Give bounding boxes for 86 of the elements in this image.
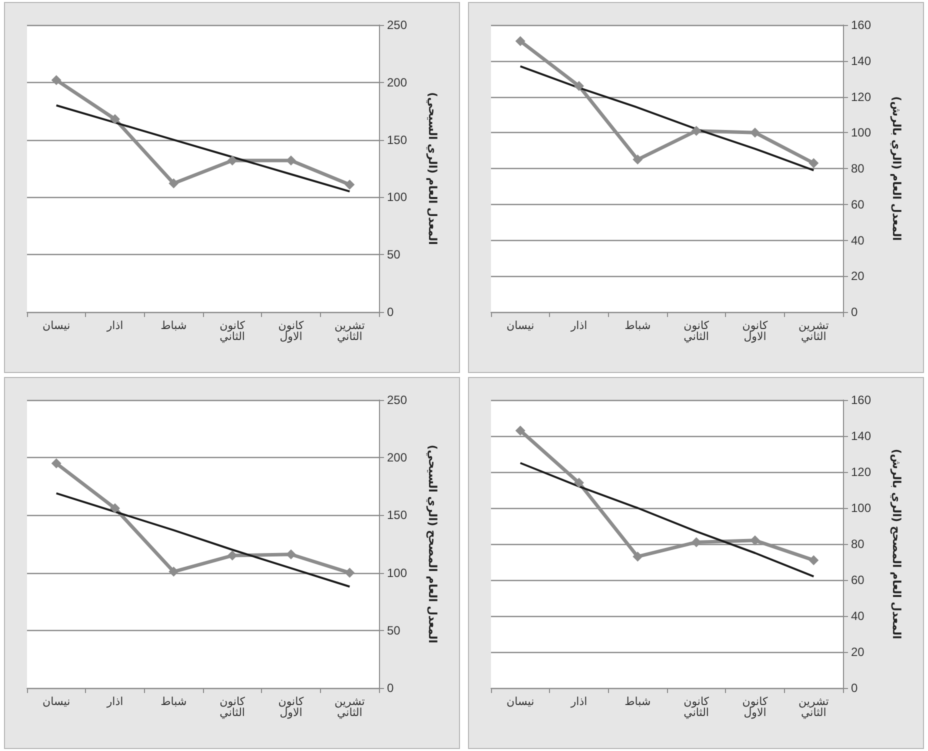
- y-tick-label: 160: [851, 18, 872, 32]
- x-tick-label: كانون الاول: [278, 695, 304, 719]
- point: [632, 552, 643, 562]
- x-tick-label: اذار: [106, 319, 124, 332]
- point: [344, 180, 355, 190]
- y-tick-label: 100: [387, 566, 408, 580]
- y-tick-label: 150: [387, 508, 408, 522]
- x-tick-label: كانون الثاني: [684, 695, 710, 719]
- y-tick-label: 50: [387, 248, 401, 262]
- line-series: [55, 492, 351, 588]
- point: [286, 155, 296, 166]
- y-axis-title: المعدل العام (الري السيحي): [426, 92, 439, 245]
- x-tick-label: نيسان: [506, 695, 534, 708]
- x-tick-label: تشرين الثاني: [334, 319, 365, 343]
- point: [168, 566, 179, 577]
- y-tick-label: 80: [851, 537, 865, 551]
- line-series: [519, 65, 815, 172]
- point: [286, 549, 296, 560]
- y-tick-label: 100: [851, 126, 872, 140]
- y-tick-label: 100: [387, 190, 408, 204]
- x-tick-label: شباط: [160, 319, 187, 332]
- y-axis-title: المعدل العام المصحح (الري السيحي): [426, 444, 439, 644]
- y-axis-title: المعدل العام المصحح (الري بالرش): [890, 448, 903, 640]
- x-tick-label: تشرين الثاني: [798, 319, 829, 343]
- x-tick-label: اذار: [106, 695, 124, 708]
- point: [110, 114, 120, 124]
- y-tick-label: 20: [851, 269, 865, 284]
- point: [227, 155, 238, 166]
- point: [808, 158, 819, 168]
- y-tick-label: 160: [851, 393, 872, 407]
- x-tick-label: شباط: [624, 695, 651, 708]
- x-tick-label: نيسان: [42, 319, 70, 332]
- point: [691, 126, 702, 136]
- y-axis-title: المعدل العام (الري بالرش): [890, 96, 903, 241]
- y-tick-label: 100: [851, 501, 872, 515]
- x-tick-label: كانون الاول: [742, 695, 768, 719]
- y-tick-label: 80: [851, 162, 865, 176]
- y-tick-label: 200: [387, 450, 408, 465]
- x-tick-label: تشرين الثاني: [334, 695, 365, 719]
- point: [110, 503, 120, 514]
- x-tick-label: كانون الاول: [278, 319, 304, 343]
- line-series: [519, 462, 815, 578]
- y-tick-label: 20: [851, 645, 865, 659]
- y-tick-label: 40: [851, 609, 865, 623]
- x-tick-label: نيسان: [506, 319, 534, 332]
- y-tick-label: 140: [851, 429, 872, 443]
- point: [750, 128, 760, 138]
- y-tick-label: 140: [851, 54, 872, 68]
- y-tick-label: 250: [387, 18, 408, 32]
- point: [515, 426, 526, 436]
- y-tick-label: 60: [851, 197, 865, 212]
- point: [808, 555, 819, 566]
- y-tick-label: 120: [851, 90, 872, 104]
- point: [344, 568, 355, 578]
- y-tick-label: 50: [387, 623, 401, 638]
- point: [750, 535, 760, 546]
- point: [51, 458, 62, 468]
- x-tick-label: تشرين الثاني: [798, 695, 829, 719]
- x-tick-label: كانون الثاني: [684, 319, 710, 343]
- y-tick-label: 200: [387, 75, 408, 90]
- y-tick-label: 250: [387, 393, 408, 407]
- y-tick-label: 40: [851, 233, 865, 248]
- x-tick-label: كانون الثاني: [220, 319, 246, 343]
- x-tick-label: اذار: [570, 319, 588, 332]
- point: [691, 537, 702, 548]
- point: [632, 154, 643, 165]
- x-tick-label: اذار: [570, 695, 588, 708]
- y-tick-label: 0: [387, 681, 394, 695]
- line-series: [55, 104, 351, 192]
- x-tick-label: كانون الاول: [742, 319, 768, 343]
- point: [574, 478, 584, 488]
- x-tick-label: شباط: [624, 319, 651, 332]
- x-tick-label: شباط: [160, 695, 187, 708]
- x-tick-label: نيسان: [42, 695, 70, 708]
- point: [515, 36, 526, 46]
- point: [227, 550, 238, 561]
- y-tick-label: 0: [387, 305, 394, 319]
- y-tick-label: 120: [851, 465, 872, 479]
- point: [168, 178, 179, 188]
- y-tick-label: 0: [851, 681, 858, 695]
- x-tick-label: كانون الثاني: [220, 695, 246, 719]
- y-tick-label: 150: [387, 132, 408, 147]
- y-tick-label: 60: [851, 573, 865, 587]
- point: [51, 75, 62, 86]
- point: [574, 80, 584, 91]
- y-tick-label: 0: [851, 305, 858, 319]
